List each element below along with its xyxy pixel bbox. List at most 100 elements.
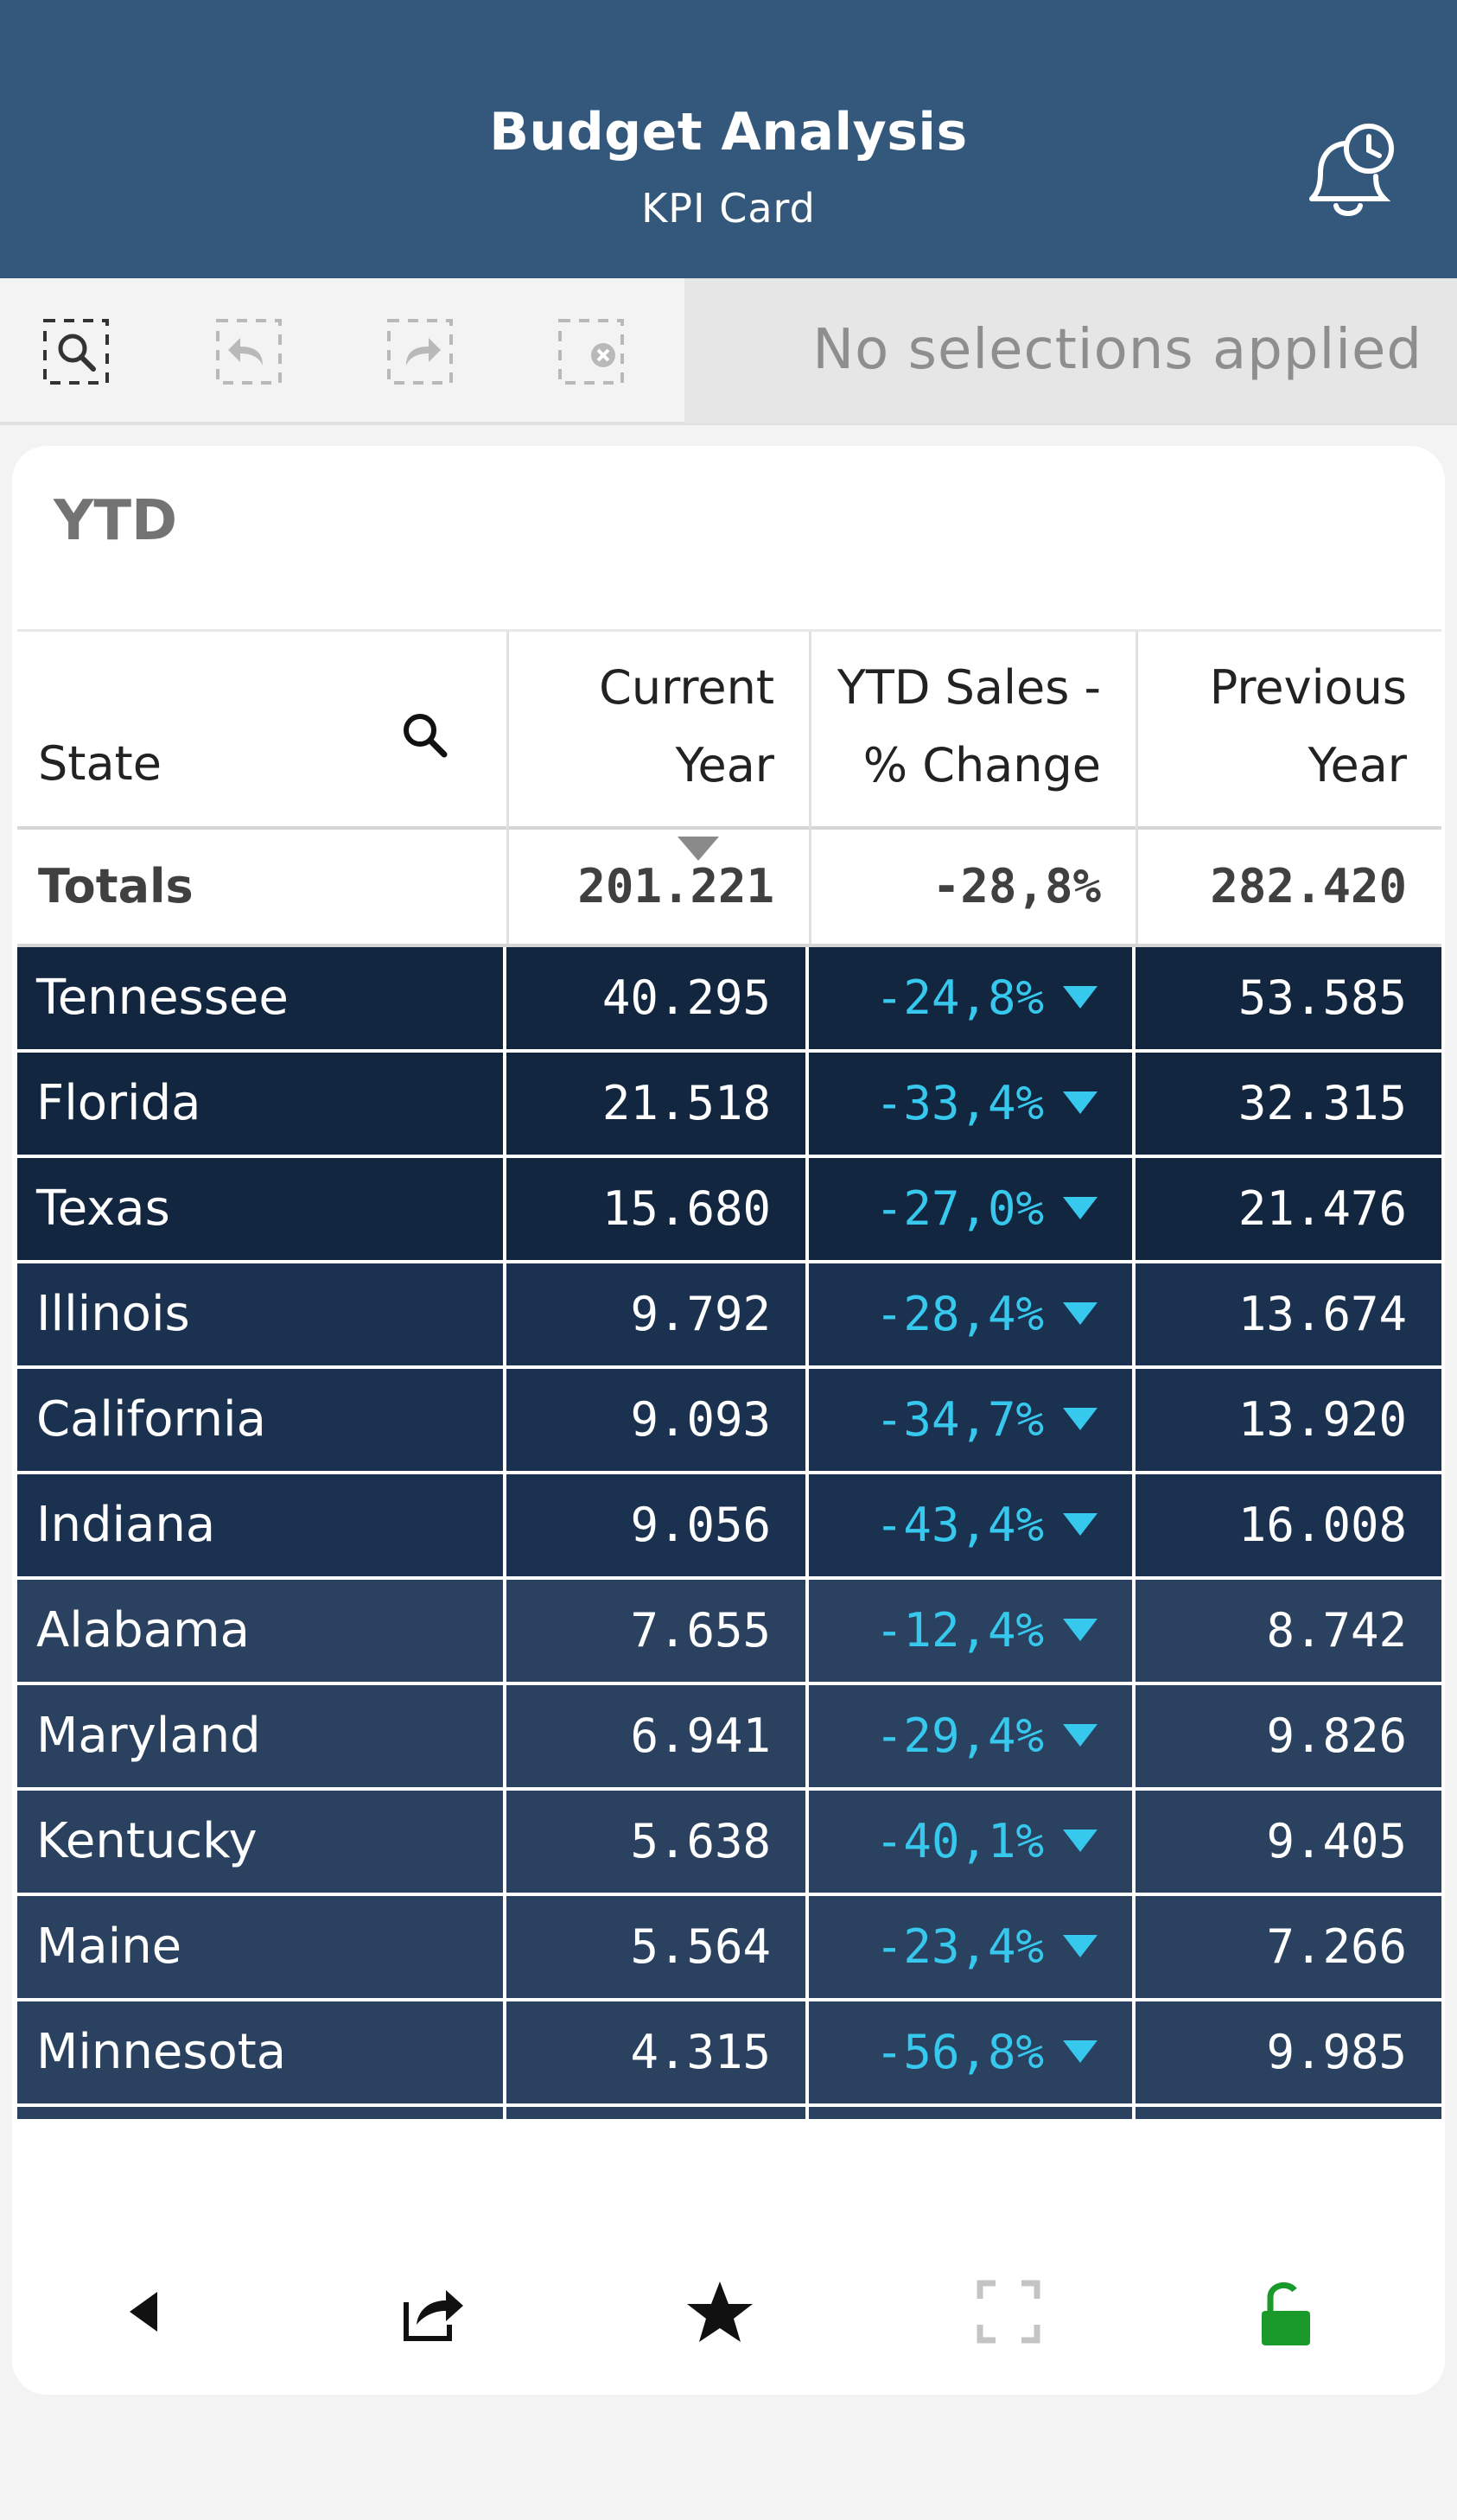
table-row[interactable]: Kentucky 5.638 -40,1% 9.405	[17, 1791, 1441, 1893]
cell-previous-year-value: 8.742	[1266, 1603, 1407, 1658]
cell-change: -12,4%	[809, 1580, 1132, 1682]
down-triangle-icon	[1063, 1724, 1098, 1747]
cell-state: Tennessee	[17, 947, 503, 1049]
cell-state-value: Tennessee	[36, 970, 289, 1026]
column-header-label: Year	[675, 738, 774, 792]
cell-current-year: 7.655	[506, 1580, 805, 1682]
table-row-partial	[17, 2107, 1441, 2119]
bookmark-star-icon[interactable]	[681, 2273, 759, 2351]
alert-bell-icon[interactable]	[1295, 119, 1402, 226]
cell-previous-year-value: 9.405	[1266, 1814, 1407, 1868]
cell-current-year: 9.056	[506, 1474, 805, 1576]
totals-label: Totals	[38, 859, 194, 913]
cell-partial	[809, 2107, 1132, 2119]
column-header-previous-year[interactable]: Previous Year	[1136, 632, 1441, 829]
cell-change-value: -28,4%	[875, 1287, 1044, 1341]
down-triangle-icon	[1063, 1830, 1098, 1853]
cell-current-year-value: 4.315	[630, 2025, 771, 2079]
totals-previous-year: 282.420	[1136, 830, 1441, 944]
unlock-icon[interactable]	[1248, 2273, 1326, 2351]
cell-previous-year-value: 9.985	[1266, 2025, 1407, 2079]
cell-partial	[17, 2107, 503, 2119]
table-row[interactable]: Tennessee 40.295 -24,8% 53.585	[17, 947, 1441, 1049]
smart-search-icon[interactable]	[41, 317, 111, 386]
sheet-subtitle: KPI Card	[641, 185, 816, 232]
column-header-label: State	[38, 736, 162, 791]
totals-current-year: 201.221	[506, 830, 809, 944]
cell-previous-year-value: 13.674	[1237, 1287, 1407, 1341]
cell-change-value: -27,0%	[875, 1181, 1044, 1236]
table-row[interactable]: California 9.093 -34,7% 13.920	[17, 1369, 1441, 1471]
cell-state-value: Florida	[36, 1075, 201, 1131]
column-header-state[interactable]: State	[17, 632, 506, 829]
cell-current-year: 40.295	[506, 947, 805, 1049]
down-triangle-icon	[1063, 2040, 1098, 2064]
clear-selections-icon[interactable]	[557, 317, 626, 386]
cell-previous-year: 21.476	[1136, 1158, 1441, 1260]
cell-state-value: Illinois	[36, 1286, 190, 1342]
cell-state: Alabama	[17, 1580, 503, 1682]
table-row[interactable]: Indiana 9.056 -43,4% 16.008	[17, 1474, 1441, 1576]
cell-state-value: California	[36, 1391, 266, 1448]
column-header-change[interactable]: YTD Sales - % Change	[809, 632, 1136, 829]
table-row[interactable]: Maine 5.564 -23,4% 7.266	[17, 1896, 1441, 1998]
cell-state-value: Texas	[36, 1180, 170, 1237]
step-forward-icon[interactable]	[385, 317, 455, 386]
down-triangle-icon	[1063, 1513, 1098, 1537]
app-header: Budget Analysis KPI Card	[0, 0, 1457, 278]
cell-previous-year: 13.674	[1136, 1263, 1441, 1365]
fullscreen-icon[interactable]	[970, 2273, 1047, 2351]
cell-change: -27,0%	[809, 1158, 1132, 1260]
share-icon[interactable]	[392, 2273, 470, 2351]
cell-change-value: -43,4%	[875, 1498, 1044, 1552]
cell-change: -24,8%	[809, 947, 1132, 1049]
cell-previous-year-value: 53.585	[1237, 970, 1407, 1025]
cell-partial	[1136, 2107, 1441, 2119]
cell-state-value: Alabama	[36, 1602, 250, 1658]
cell-state-value: Minnesota	[36, 2024, 287, 2080]
down-triangle-icon	[1063, 986, 1098, 1009]
cell-current-year-value: 5.638	[630, 1814, 771, 1868]
cell-state: Minnesota	[17, 2001, 503, 2103]
cell-previous-year: 9.985	[1136, 2001, 1441, 2103]
cell-previous-year: 32.315	[1136, 1053, 1441, 1155]
cell-state-value: Maine	[36, 1919, 182, 1975]
column-header-label: Current	[599, 660, 774, 715]
cell-change: -43,4%	[809, 1474, 1132, 1576]
search-icon[interactable]	[399, 710, 449, 760]
card-title: YTD	[54, 489, 178, 553]
table-row[interactable]: Florida 21.518 -33,4% 32.315	[17, 1053, 1441, 1155]
cell-state-value: Maryland	[36, 1708, 261, 1764]
cell-state: Indiana	[17, 1474, 503, 1576]
step-back-icon[interactable]	[214, 317, 283, 386]
table-row[interactable]: Illinois 9.792 -28,4% 13.674	[17, 1263, 1441, 1365]
cell-current-year: 6.941	[506, 1685, 805, 1787]
column-header-current-year[interactable]: Current Year	[506, 632, 809, 829]
cell-current-year-value: 21.518	[601, 1076, 771, 1130]
table-row[interactable]: Texas 15.680 -27,0% 21.476	[17, 1158, 1441, 1260]
cell-current-year-value: 15.680	[601, 1181, 771, 1236]
cell-state: Maryland	[17, 1685, 503, 1787]
cell-change-value: -33,4%	[875, 1076, 1044, 1130]
cell-partial	[506, 2107, 805, 2119]
cell-current-year: 5.638	[506, 1791, 805, 1893]
table-row[interactable]: Alabama 7.655 -12,4% 8.742	[17, 1580, 1441, 1682]
table-row[interactable]: Minnesota 4.315 -56,8% 9.985	[17, 2001, 1441, 2103]
cell-change: -28,4%	[809, 1263, 1132, 1365]
table-row[interactable]: Maryland 6.941 -29,4% 9.826	[17, 1685, 1441, 1787]
back-icon[interactable]	[105, 2273, 183, 2351]
cell-previous-year: 7.266	[1136, 1896, 1441, 1998]
selections-bar[interactable]: No selections applied	[684, 278, 1457, 423]
cell-previous-year-value: 32.315	[1237, 1076, 1407, 1130]
down-triangle-icon	[1063, 1091, 1098, 1115]
cell-current-year-value: 9.792	[630, 1287, 771, 1341]
cell-current-year: 15.680	[506, 1158, 805, 1260]
cell-previous-year-value: 9.826	[1266, 1709, 1407, 1763]
cell-change: -33,4%	[809, 1053, 1132, 1155]
down-triangle-icon	[1063, 1935, 1098, 1958]
cell-state: California	[17, 1369, 503, 1471]
cell-previous-year: 9.826	[1136, 1685, 1441, 1787]
cell-previous-year: 8.742	[1136, 1580, 1441, 1682]
down-triangle-icon	[1063, 1302, 1098, 1326]
cell-change: -56,8%	[809, 2001, 1132, 2103]
